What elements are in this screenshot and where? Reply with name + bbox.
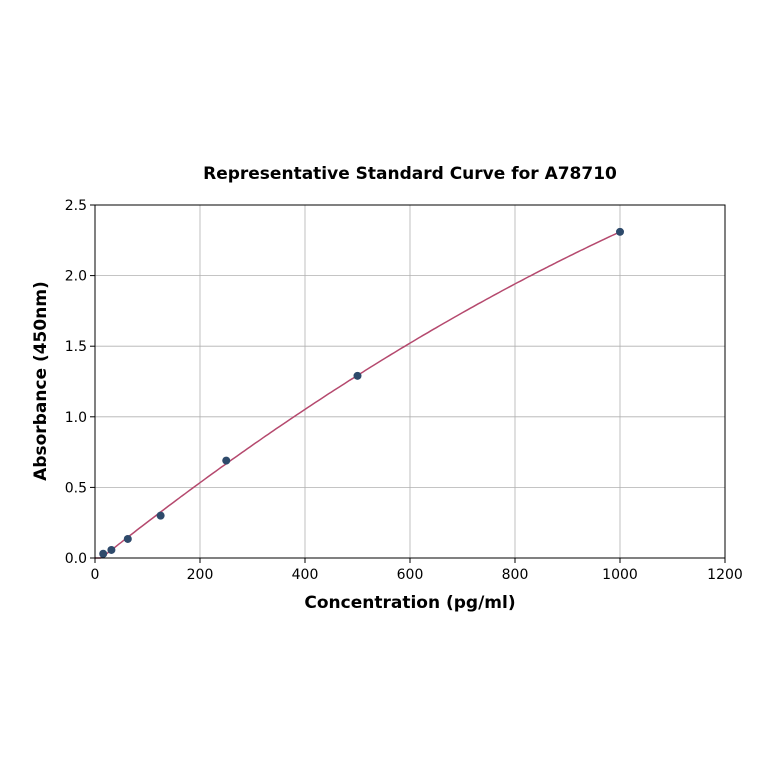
y-tick-label: 1.0: [65, 410, 87, 426]
x-tick-label: 1200: [707, 567, 743, 583]
y-tick-label: 0.5: [65, 480, 87, 496]
x-tick-label: 1000: [602, 567, 638, 583]
x-tick-label: 200: [187, 567, 214, 583]
data-point: [222, 456, 231, 465]
x-tick-label: 0: [91, 567, 100, 583]
x-tick-label: 600: [397, 567, 424, 583]
x-axis-label: Concentration (pg/ml): [304, 593, 515, 613]
fit-curve: [95, 231, 621, 559]
y-tick-label: 2.0: [65, 269, 87, 285]
y-tick-label: 1.5: [65, 339, 87, 355]
data-point: [123, 534, 132, 543]
data-point: [616, 227, 624, 236]
y-tick-label: 2.5: [65, 198, 87, 214]
data-point: [107, 545, 116, 554]
data-point: [353, 371, 362, 380]
y-tick-label: 0.0: [65, 551, 87, 567]
chart-title: Representative Standard Curve for A78710: [203, 164, 617, 184]
y-axis-label: Absorbance (450nm): [31, 281, 51, 481]
data-point: [156, 511, 165, 520]
x-tick-label: 400: [292, 567, 319, 583]
data-point: [99, 549, 108, 558]
x-tick-label: 800: [502, 567, 529, 583]
